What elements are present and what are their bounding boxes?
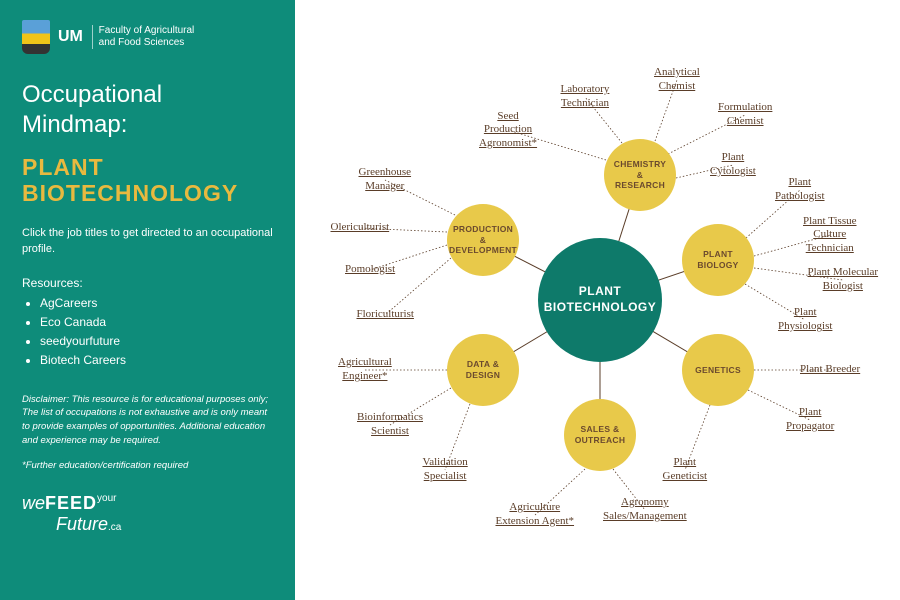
job-link[interactable]: Olericulturist: [331, 221, 390, 235]
shield-icon: [22, 20, 50, 54]
resources-heading: Resources:: [22, 276, 273, 290]
job-link[interactable]: SeedProductionAgronomist*: [479, 110, 537, 151]
job-link[interactable]: GreenhouseManager: [359, 166, 412, 194]
category-node-sales: SALES &OUTREACH: [564, 399, 636, 471]
org-abbrev: UM: [58, 27, 83, 46]
job-link[interactable]: Plant MolecularBiologist: [808, 266, 879, 294]
resource-link[interactable]: seedyourfuture: [40, 332, 273, 351]
category-node-bio: PLANTBIOLOGY: [682, 224, 754, 296]
job-link[interactable]: Floriculturist: [357, 308, 414, 322]
job-link[interactable]: AgronomySales/Management: [603, 496, 687, 524]
job-link[interactable]: PlantPathologist: [775, 176, 825, 204]
job-link[interactable]: AnalyticalChemist: [654, 66, 700, 94]
sidebar: UM Faculty of Agricultural and Food Scie…: [0, 0, 295, 600]
job-link[interactable]: PlantCytologist: [710, 151, 756, 179]
job-link[interactable]: PlantPhysiologist: [778, 306, 832, 334]
category-node-prod: PRODUCTION &DEVELOPMENT: [447, 204, 519, 276]
job-link[interactable]: FormulationChemist: [718, 101, 772, 129]
job-link[interactable]: PlantGeneticist: [663, 456, 708, 484]
job-link[interactable]: ValidationSpecialist: [423, 456, 468, 484]
job-link[interactable]: Plant Breeder: [800, 363, 860, 377]
footer-logo: weFEEDyour Future.ca: [22, 493, 273, 535]
mindmap-canvas: PLANTBIOTECHNOLOGY CHEMISTRY &RESEARCHPLA…: [295, 0, 900, 600]
job-link[interactable]: Plant TissueCultureTechnician: [803, 215, 857, 256]
resource-link[interactable]: Biotech Careers: [40, 351, 273, 370]
resources-list: AgCareersEco CanadaseedyourfutureBiotech…: [22, 294, 273, 371]
resource-link[interactable]: Eco Canada: [40, 313, 273, 332]
category-node-gen: GENETICS: [682, 334, 754, 406]
footnote-text: *Further education/certification require…: [22, 460, 273, 471]
job-link[interactable]: BioinformaticsScientist: [357, 411, 423, 439]
category-node-data: DATA &DESIGN: [447, 334, 519, 406]
instruction-text: Click the job titles to get directed to …: [22, 225, 273, 258]
page-title: PLANT BIOTECHNOLOGY: [22, 154, 273, 207]
job-link[interactable]: Pomologist: [345, 263, 395, 277]
disclaimer-text: Disclaimer: This resource is for educati…: [22, 393, 273, 448]
resource-link[interactable]: AgCareers: [40, 294, 273, 313]
job-link[interactable]: LaboratoryTechnician: [561, 83, 610, 111]
job-link[interactable]: PlantPropagator: [786, 406, 834, 434]
category-node-chem: CHEMISTRY &RESEARCH: [604, 139, 676, 211]
center-node: PLANTBIOTECHNOLOGY: [538, 238, 662, 362]
org-name: UM Faculty of Agricultural and Food Scie…: [58, 25, 194, 49]
job-link[interactable]: AgricultureExtension Agent*: [496, 501, 575, 529]
job-link[interactable]: AgriculturalEngineer*: [338, 356, 392, 384]
page-heading: Occupational Mindmap:: [22, 80, 273, 140]
org-logo: UM Faculty of Agricultural and Food Scie…: [22, 20, 273, 54]
